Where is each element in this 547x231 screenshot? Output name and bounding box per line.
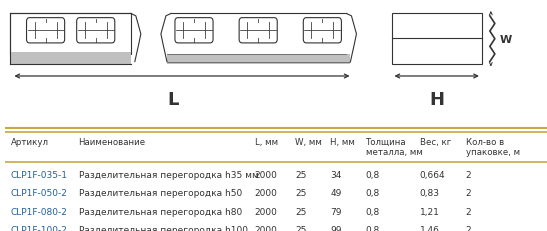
Text: 25: 25 [295, 188, 306, 197]
Text: L, мм: L, мм [254, 137, 278, 146]
Text: 25: 25 [295, 207, 306, 216]
Text: CLP1F-100-2: CLP1F-100-2 [11, 225, 68, 231]
Bar [10, 14, 131, 55]
Text: 34: 34 [330, 170, 342, 179]
Text: Артикул: Артикул [11, 137, 49, 146]
Text: 0,664: 0,664 [420, 170, 445, 179]
Text: 25: 25 [295, 225, 306, 231]
Text: 1,21: 1,21 [420, 207, 440, 216]
Text: CLP1F-050-2: CLP1F-050-2 [11, 188, 68, 197]
Text: 25: 25 [295, 170, 306, 179]
Text: 2: 2 [465, 207, 472, 216]
Text: H, мм: H, мм [330, 137, 355, 146]
Text: 2000: 2000 [254, 225, 277, 231]
Text: W: W [500, 35, 512, 45]
Text: Наименование: Наименование [79, 137, 146, 146]
Text: 0,8: 0,8 [365, 225, 380, 231]
Text: 2000: 2000 [254, 170, 277, 179]
Text: Разделительная перегородка h50: Разделительная перегородка h50 [79, 188, 242, 197]
Text: L: L [168, 91, 179, 109]
Text: Кол-во в
упаковке, м: Кол-во в упаковке, м [465, 137, 520, 157]
FancyBboxPatch shape [239, 18, 277, 44]
FancyBboxPatch shape [26, 18, 65, 44]
Text: 2: 2 [465, 225, 472, 231]
Text: 0,8: 0,8 [365, 170, 380, 179]
Text: 0,83: 0,83 [420, 188, 440, 197]
Text: 0,8: 0,8 [365, 188, 380, 197]
Text: 0,8: 0,8 [365, 207, 380, 216]
Bar [167, 55, 351, 65]
Text: Разделительная перегородка h80: Разделительная перегородка h80 [79, 207, 242, 216]
Text: CLP1F-080-2: CLP1F-080-2 [11, 207, 68, 216]
Text: 2: 2 [465, 170, 472, 179]
Text: 2000: 2000 [254, 207, 277, 216]
FancyBboxPatch shape [175, 18, 213, 44]
Text: 79: 79 [330, 207, 342, 216]
Text: 2000: 2000 [254, 188, 277, 197]
FancyBboxPatch shape [303, 18, 341, 44]
Text: 1,46: 1,46 [420, 225, 440, 231]
Text: Вес, кг: Вес, кг [420, 137, 451, 146]
Text: Разделительная перегородка h100: Разделительная перегородка h100 [79, 225, 248, 231]
Text: Разделительная перегородка h35 мм: Разделительная перегородка h35 мм [79, 170, 258, 179]
Text: 2: 2 [465, 188, 472, 197]
Bar [10, 53, 131, 65]
Text: 99: 99 [330, 225, 342, 231]
Text: 49: 49 [330, 188, 342, 197]
Text: CLP1F-035-1: CLP1F-035-1 [11, 170, 68, 179]
Text: W, мм: W, мм [295, 137, 322, 146]
FancyBboxPatch shape [77, 18, 115, 44]
Text: H: H [429, 91, 444, 109]
Bar [392, 14, 482, 65]
Text: Толщина
металла, мм: Толщина металла, мм [365, 137, 422, 157]
